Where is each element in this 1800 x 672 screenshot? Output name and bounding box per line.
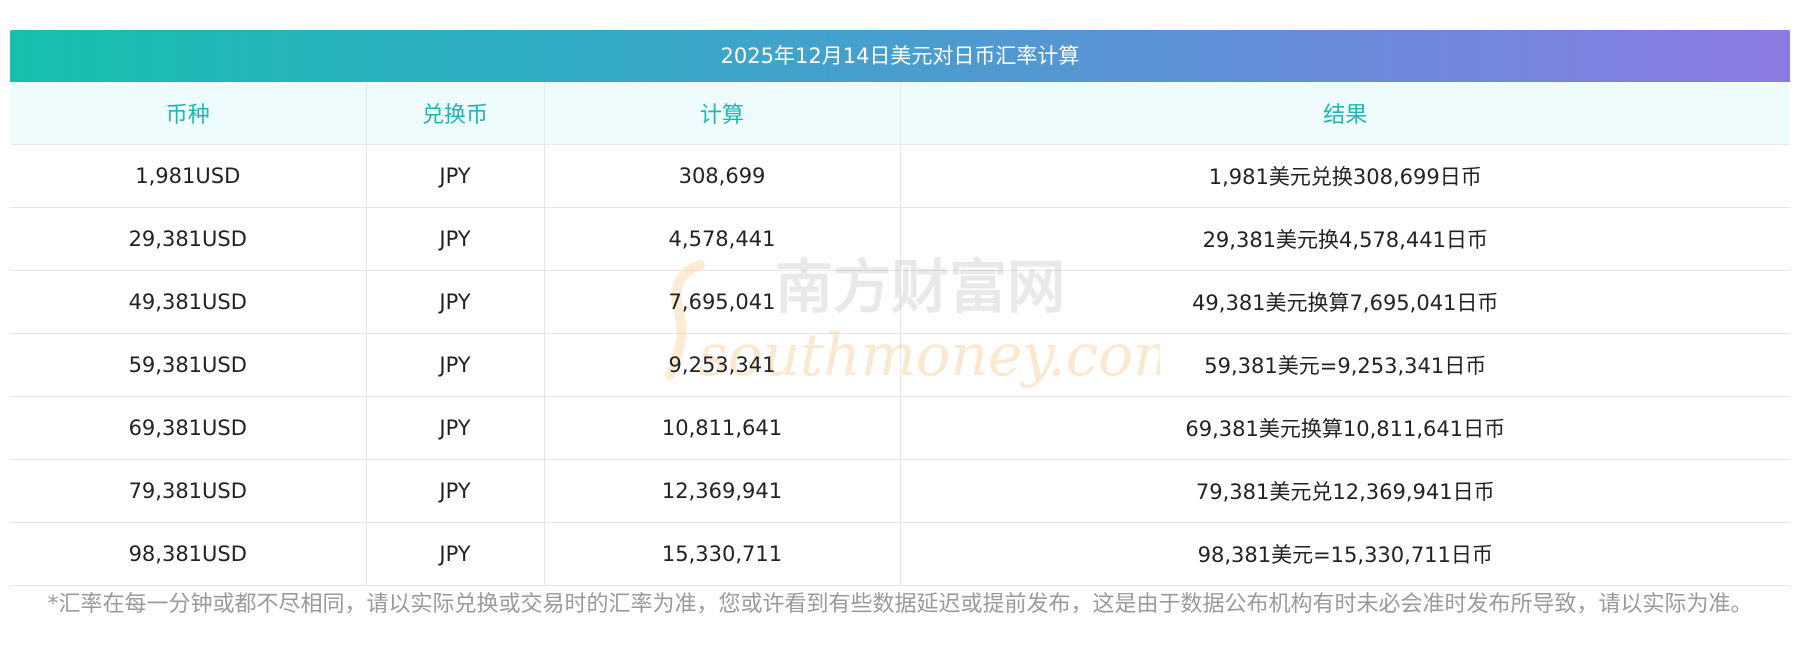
cell-result: 29,381美元换4,578,441日币 [900,207,1790,271]
cell-target: JPY [366,396,545,460]
header-currency: 币种 [10,82,367,145]
cell-result: 79,381美元兑12,369,941日币 [900,459,1790,523]
cell-target: JPY [366,144,545,208]
cell-target: JPY [366,207,545,271]
cell-currency: 98,381USD [10,522,367,586]
cell-calculation: 12,369,941 [544,459,901,523]
table-row: 29,381USD JPY 4,578,441 29,381美元换4,578,4… [10,207,1790,271]
cell-calculation: 9,253,341 [544,333,901,397]
cell-currency: 29,381USD [10,207,367,271]
header-result: 结果 [900,82,1790,145]
cell-target: JPY [366,459,545,523]
table-row: 1,981USD JPY 308,699 1,981美元兑换308,699日币 [10,144,1790,208]
cell-result: 59,381美元=9,253,341日币 [900,333,1790,397]
table-title: 2025年12月14日美元对日币汇率计算 [10,30,1790,82]
table-row: 98,381USD JPY 15,330,711 98,381美元=15,330… [10,522,1790,586]
cell-result: 69,381美元换算10,811,641日币 [900,396,1790,460]
cell-calculation: 15,330,711 [544,522,901,586]
cell-target: JPY [366,522,545,586]
cell-currency: 69,381USD [10,396,367,460]
cell-result: 49,381美元换算7,695,041日币 [900,270,1790,334]
cell-result: 1,981美元兑换308,699日币 [900,144,1790,208]
table-row: 59,381USD JPY 9,253,341 59,381美元=9,253,3… [10,333,1790,397]
disclaimer-note: *汇率在每一分钟或都不尽相同，请以实际兑换或交易时的汇率为准，您或许看到有些数据… [47,592,1753,617]
cell-target: JPY [366,270,545,334]
table-row: 69,381USD JPY 10,811,641 69,381美元换算10,81… [10,396,1790,460]
exchange-table: 币种 兑换币 计算 结果 1,981USD JPY 308,699 1,981美… [10,82,1790,586]
header-row: 币种 兑换币 计算 结果 [10,82,1790,145]
cell-currency: 59,381USD [10,333,367,397]
header-calculation: 计算 [544,82,901,145]
cell-result: 98,381美元=15,330,711日币 [900,522,1790,586]
table-row: 79,381USD JPY 12,369,941 79,381美元兑12,369… [10,459,1790,523]
cell-calculation: 4,578,441 [544,207,901,271]
table-row: 49,381USD JPY 7,695,041 49,381美元换算7,695,… [10,270,1790,334]
cell-calculation: 308,699 [544,144,901,208]
cell-currency: 49,381USD [10,270,367,334]
cell-currency: 1,981USD [10,144,367,208]
cell-target: JPY [366,333,545,397]
exchange-rate-panel: 2025年12月14日美元对日币汇率计算 币种 兑换币 计算 结果 1,981U… [10,30,1790,586]
cell-calculation: 10,811,641 [544,396,901,460]
header-target-currency: 兑换币 [366,82,545,145]
cell-calculation: 7,695,041 [544,270,901,334]
cell-currency: 79,381USD [10,459,367,523]
